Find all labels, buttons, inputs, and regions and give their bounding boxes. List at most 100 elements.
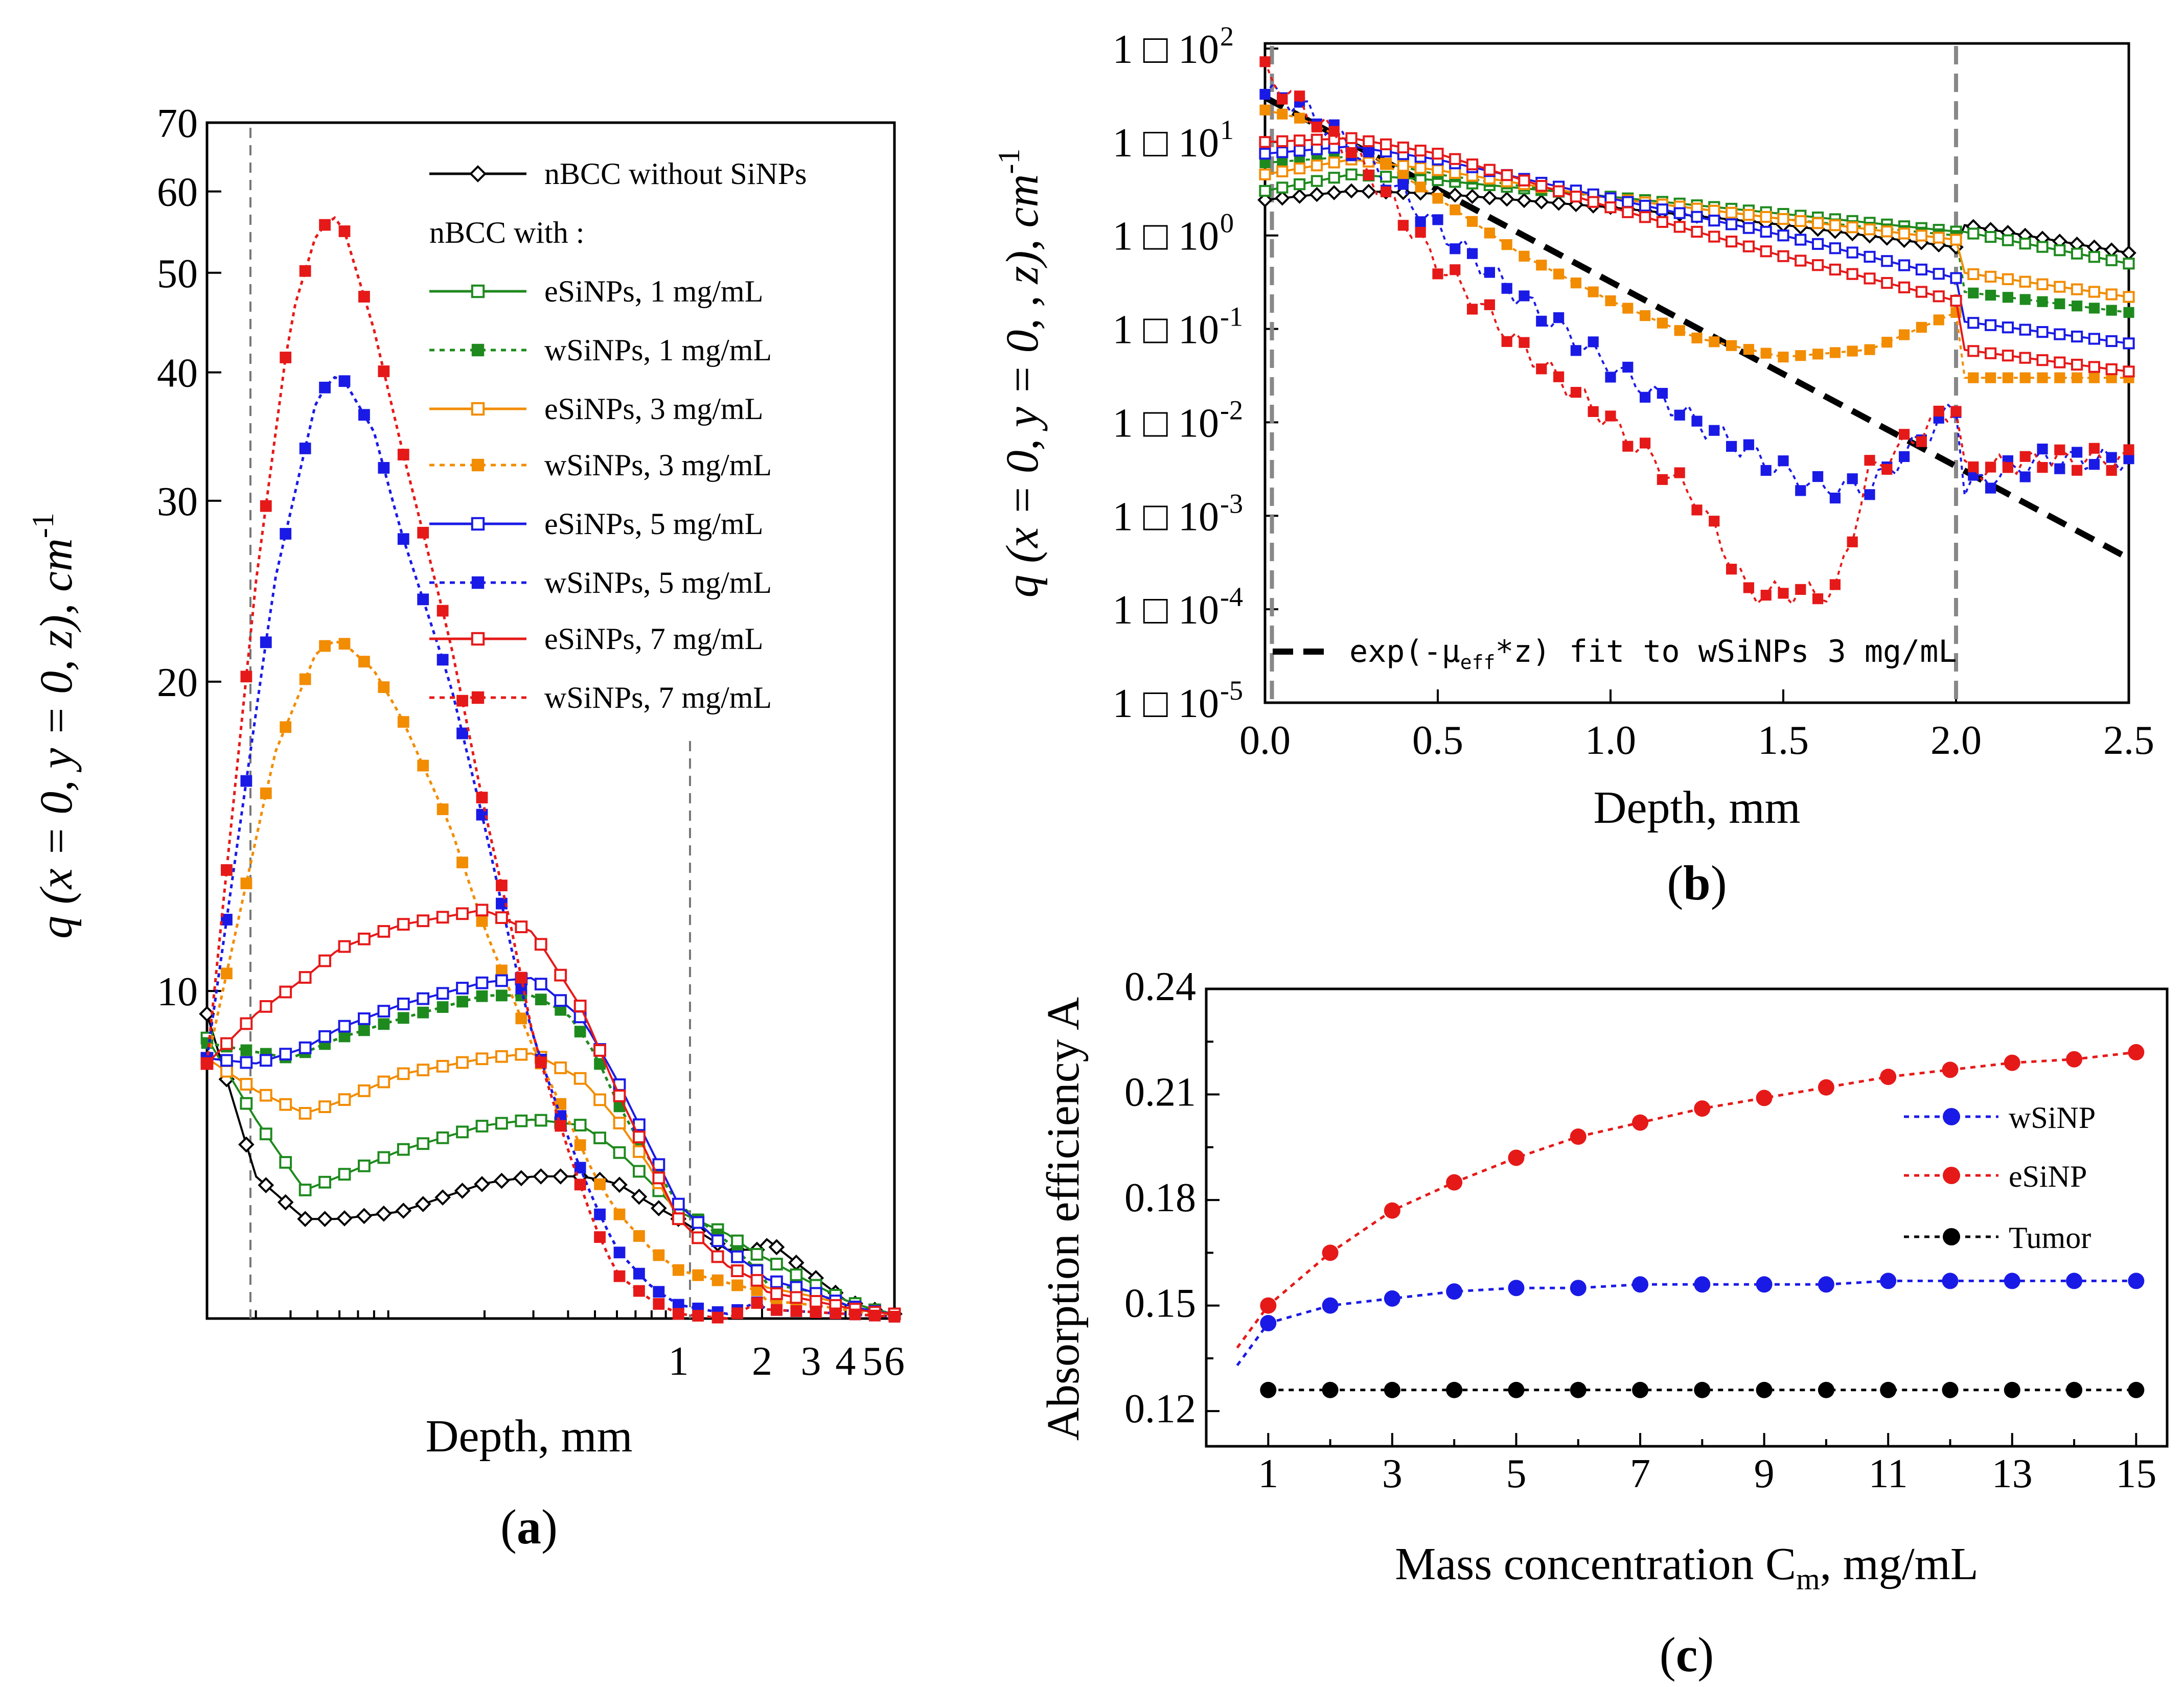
panel-b-point bbox=[1397, 159, 1410, 172]
panel-a-point bbox=[552, 1168, 569, 1185]
panel-b-point bbox=[1898, 281, 1911, 293]
legend-header: nBCC with : bbox=[429, 216, 584, 249]
panel-c-point bbox=[1694, 1276, 1711, 1293]
panel-b-point bbox=[1777, 213, 1789, 225]
panel-c-point bbox=[2066, 1273, 2083, 1289]
panel-a-point bbox=[279, 1156, 292, 1169]
panel-a-point bbox=[594, 1208, 606, 1220]
panel-a-point bbox=[534, 1114, 547, 1127]
panel-a-point bbox=[436, 605, 449, 617]
panel-b-point bbox=[1829, 263, 1842, 276]
panel-b-x-tick-label: 2.5 bbox=[2103, 718, 2154, 763]
panel-c-x-ticks: 1 3 5 7 9 11 13 15 bbox=[1258, 1433, 2156, 1496]
panel-b-point bbox=[1259, 56, 1271, 67]
panel-a-point bbox=[356, 1208, 373, 1224]
panel-a-point bbox=[260, 500, 272, 512]
panel-a-x-tick-label: 6 bbox=[884, 1339, 905, 1384]
panel-b-point bbox=[1674, 409, 1685, 421]
panel-b-point bbox=[2071, 358, 2083, 371]
panel-b-point bbox=[1415, 226, 1426, 238]
panel-b-point bbox=[1311, 133, 1323, 146]
panel-b-point bbox=[1519, 337, 1530, 348]
panel-b-point bbox=[1864, 344, 1875, 355]
panel-a-x-title: Depth, mm bbox=[426, 1411, 633, 1462]
panel-b-point bbox=[1829, 579, 1841, 590]
panel-b-point bbox=[1294, 178, 1306, 191]
panel-b-point bbox=[2002, 462, 2014, 473]
panel-b-point bbox=[1656, 203, 1669, 216]
panel-c-point bbox=[1260, 1315, 1277, 1332]
panel-b-point bbox=[1274, 190, 1290, 206]
panel-b-point bbox=[1933, 405, 1944, 417]
panel-a-point bbox=[259, 1127, 272, 1141]
panel-a-point bbox=[221, 967, 233, 980]
panel-a-point bbox=[613, 1146, 626, 1159]
panel-b-point bbox=[1294, 90, 1305, 102]
panel-a-point bbox=[221, 914, 233, 926]
panel-b-point bbox=[1742, 222, 1755, 234]
panel-a-point bbox=[535, 1056, 547, 1069]
panel-c-point bbox=[1322, 1297, 1339, 1314]
legend-entry-label: wSiNPs, 1 mg/mL bbox=[544, 333, 772, 367]
panel-c-point bbox=[1694, 1100, 1711, 1117]
panel-a-point bbox=[318, 1100, 331, 1113]
panel-c-point bbox=[1756, 1090, 1773, 1106]
panel-a-point bbox=[574, 1162, 586, 1174]
panel-b-point bbox=[1864, 223, 1876, 236]
panel-a-point bbox=[397, 716, 409, 728]
panel-b-point bbox=[1328, 156, 1340, 169]
panel-b-point bbox=[1346, 147, 1357, 158]
panel-b-point bbox=[1726, 235, 1738, 248]
panel-b-y-title: q (x = 0, y = 0, , z), cm-1 bbox=[992, 149, 1048, 598]
panel-b-point bbox=[1933, 290, 1945, 303]
panel-b-point bbox=[2088, 333, 2101, 345]
panel-b-point bbox=[2072, 301, 2083, 312]
panel-b-point bbox=[1829, 219, 1842, 232]
panel-a-point bbox=[711, 1274, 724, 1286]
panel-b-point bbox=[2037, 372, 2048, 383]
panel-c-y-tick-label: 0.21 bbox=[1124, 1070, 1196, 1115]
panel-a-point bbox=[338, 940, 351, 953]
panel-b: 1 □ 10 21 □ 10 11 □ 10 01 □ 10 -11 □ 10 -21 □… bbox=[992, 21, 2154, 910]
panel-a-point bbox=[692, 1231, 705, 1244]
panel-a-point bbox=[652, 1171, 665, 1185]
panel-a-point bbox=[633, 1130, 646, 1144]
panel-a-point bbox=[397, 533, 409, 545]
panel-b-point bbox=[1309, 187, 1325, 202]
panel-b-point bbox=[1449, 167, 1461, 179]
panel-a-point bbox=[280, 352, 292, 363]
panel-b-x-tick-label: 2.0 bbox=[1930, 718, 1982, 763]
panel-b-point bbox=[1380, 138, 1392, 151]
panel-b-x-tick-label: 0.5 bbox=[1412, 718, 1463, 763]
panel-b-label: (b) bbox=[1667, 856, 1727, 910]
panel-b-x-tick-label: 1.5 bbox=[1758, 718, 1809, 763]
panel-a-point bbox=[417, 1006, 429, 1019]
panel-b-point bbox=[1657, 474, 1668, 485]
panel-c-point bbox=[1756, 1381, 1773, 1398]
panel-b-point bbox=[2054, 244, 2066, 257]
panel-a-point bbox=[318, 1175, 331, 1189]
panel-b-point bbox=[1570, 345, 1582, 356]
panel-b-point bbox=[2088, 459, 2100, 470]
panel-a-point bbox=[495, 974, 508, 987]
panel-a-point bbox=[298, 1107, 312, 1120]
panel-c-x-tick-label: 1 bbox=[1258, 1451, 1278, 1496]
panel-b-point bbox=[1640, 437, 1651, 449]
panel-a-point bbox=[456, 1056, 469, 1069]
panel-a-y-tick-label: 60 bbox=[157, 170, 198, 215]
panel-b-point bbox=[1553, 312, 1565, 323]
panel-b-point bbox=[2088, 286, 2101, 298]
panel-c-point bbox=[2004, 1381, 2020, 1398]
panel-b-point bbox=[1864, 250, 1876, 263]
panel-b-point bbox=[1760, 245, 1772, 258]
panel-b-point bbox=[1605, 372, 1616, 383]
panel-b-point bbox=[2123, 444, 2134, 455]
panel-a-point bbox=[631, 1188, 648, 1205]
panel-b-x-tick-label: 1.0 bbox=[1585, 718, 1636, 763]
panel-b-point bbox=[2071, 330, 2083, 343]
panel-a-point bbox=[554, 994, 567, 1007]
panel-a-point bbox=[555, 1120, 567, 1132]
panel-c-point bbox=[1570, 1381, 1587, 1398]
panel-c-point bbox=[1384, 1381, 1400, 1398]
panel-a-point bbox=[436, 1131, 449, 1144]
